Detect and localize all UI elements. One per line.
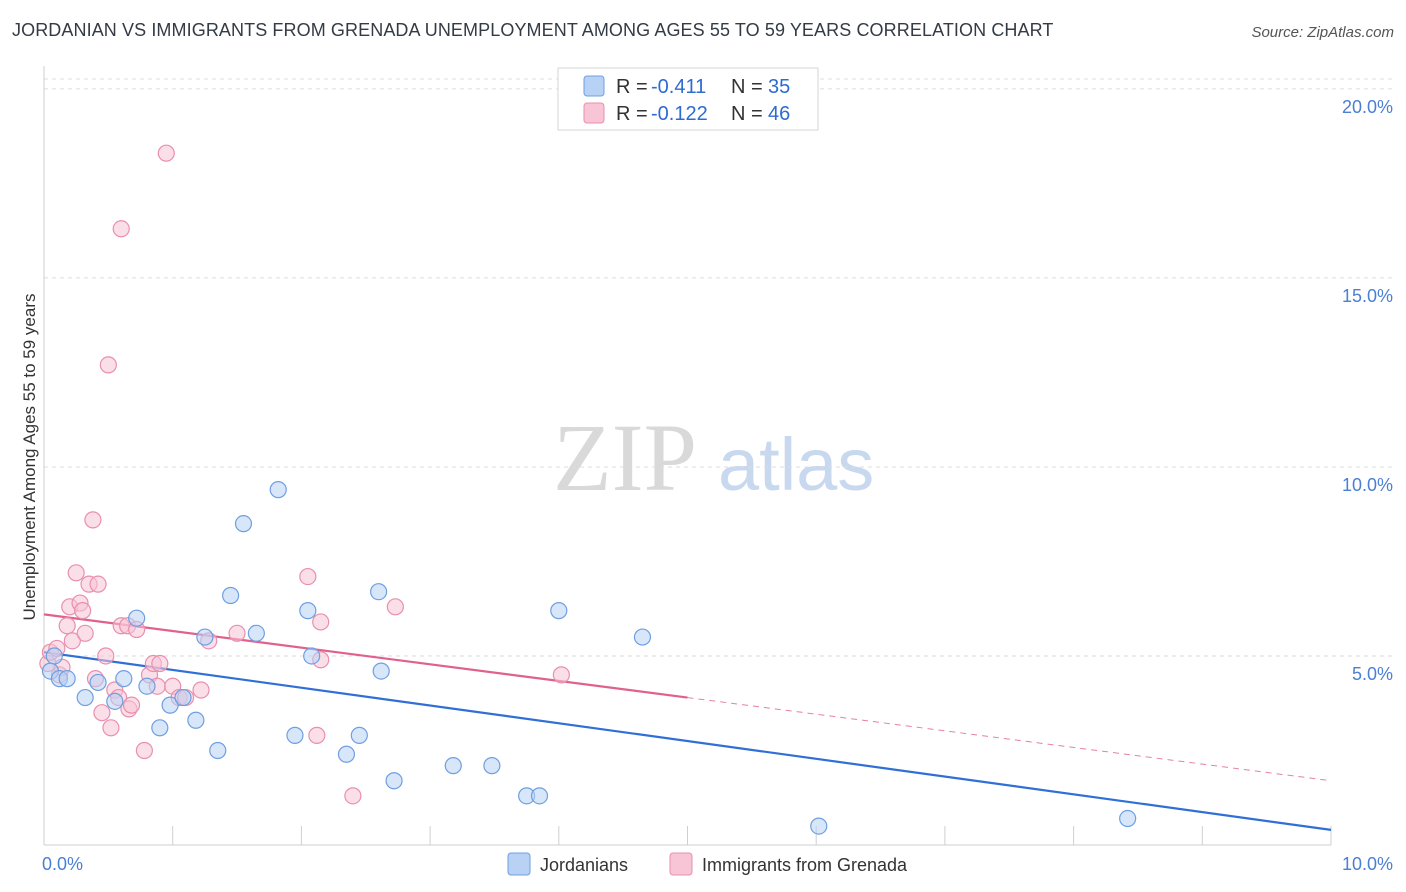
point-grenada	[76, 624, 94, 642]
point-jordanians	[385, 772, 403, 790]
point-jordanians	[128, 609, 146, 627]
y-tick-label: 15.0%	[1342, 286, 1393, 306]
y-axis-label: Unemployment Among Ages 55 to 59 years	[20, 294, 39, 621]
legend: R = -0.411 N = 35 R = -0.122 N = 46	[557, 67, 819, 131]
point-jordanians	[810, 817, 828, 835]
trend-line-jordanians	[43, 651, 1332, 831]
point-grenada	[308, 726, 326, 744]
point-grenada	[89, 575, 107, 593]
point-jordanians	[372, 662, 390, 680]
point-jordanians	[530, 787, 549, 805]
legend-r-value-2: -0.122	[651, 103, 708, 125]
legend-swatch-grenada	[583, 102, 605, 124]
point-jordanians	[234, 515, 253, 533]
point-grenada	[58, 617, 76, 635]
watermark-zip: ZIP	[553, 404, 697, 511]
point-grenada	[67, 564, 85, 582]
y-tick-label: 5.0%	[1352, 664, 1393, 684]
point-grenada	[97, 647, 115, 665]
point-jordanians	[106, 692, 124, 710]
gridlines	[44, 78, 1395, 657]
x-tick-label: 10.0%	[1342, 854, 1393, 874]
point-jordanians	[174, 688, 192, 707]
point-grenada	[552, 666, 570, 684]
series-legend: Jordanians Immigrants from Grenada	[507, 852, 908, 876]
legend-n-value-1: 35	[768, 76, 790, 98]
point-grenada	[135, 741, 153, 760]
point-grenada	[157, 144, 175, 162]
point-jordanians	[633, 628, 652, 646]
x-tick-label: 0.0%	[42, 854, 83, 874]
legend-swatch-jordanians	[583, 75, 605, 97]
legend-r-label-2: R =	[616, 103, 648, 125]
point-jordanians	[444, 757, 462, 775]
y-tick-labels: 5.0% 10.0% 15.0% 20.0%	[1342, 97, 1393, 684]
point-jordanians	[269, 481, 287, 499]
y-tick-label: 20.0%	[1342, 97, 1393, 117]
point-grenada	[63, 632, 81, 650]
point-jordanians	[550, 602, 568, 620]
point-jordanians	[58, 670, 76, 688]
legend-n-label-2: N =	[731, 103, 763, 125]
point-jordanians	[337, 745, 356, 763]
legend-r-label-1: R =	[616, 76, 648, 98]
point-jordanians	[483, 757, 501, 775]
point-grenada	[112, 220, 130, 238]
point-jordanians	[76, 688, 94, 707]
y-tick-label: 10.0%	[1342, 475, 1393, 495]
trend-lines	[43, 613, 1332, 831]
point-jordanians	[1119, 809, 1137, 828]
point-jordanians	[45, 647, 63, 665]
point-grenada	[299, 567, 317, 586]
series-label-grenada: Immigrants from Grenada	[702, 855, 908, 875]
point-grenada	[99, 356, 117, 374]
x-tick-labels: 0.0% 10.0%	[42, 854, 1393, 874]
point-grenada	[84, 511, 102, 529]
point-jordanians	[286, 726, 304, 744]
legend-n-label-1: N =	[731, 76, 763, 98]
point-grenada	[74, 602, 92, 620]
point-jordanians	[303, 647, 321, 665]
watermark: ZIP atlas	[553, 404, 874, 511]
point-jordanians	[115, 670, 133, 688]
legend-n-value-2: 46	[768, 103, 790, 125]
series-label-jordanians: Jordanians	[540, 855, 628, 875]
point-jordanians	[187, 711, 205, 729]
trend-line-grenada	[43, 613, 688, 699]
point-jordanians	[222, 586, 240, 605]
point-jordanians	[209, 741, 227, 760]
source-label: Source: ZipAtlas.com	[1251, 24, 1394, 41]
point-grenada	[312, 613, 330, 631]
point-jordanians	[89, 673, 107, 692]
point-grenada	[122, 696, 141, 714]
legend-r-value-1: -0.411	[651, 76, 706, 98]
point-jordanians	[350, 726, 368, 744]
point-jordanians	[196, 628, 214, 646]
trend-line-grenada-extension	[687, 697, 1332, 782]
point-grenada	[344, 787, 362, 805]
data-points	[39, 144, 1137, 835]
point-jordanians	[370, 583, 388, 601]
chart-title: JORDANIAN VS IMMIGRANTS FROM GRENADA UNE…	[12, 20, 1054, 40]
point-grenada	[151, 654, 169, 673]
point-grenada	[102, 719, 120, 737]
series-swatch-grenada	[669, 852, 693, 876]
series-swatch-jordanians	[507, 852, 531, 876]
point-jordanians	[299, 602, 317, 620]
point-jordanians	[138, 677, 156, 695]
point-jordanians	[161, 696, 179, 714]
point-grenada	[192, 681, 210, 699]
point-grenada	[93, 704, 111, 722]
point-grenada	[386, 598, 404, 616]
watermark-atlas: atlas	[718, 423, 874, 506]
point-jordanians	[151, 719, 169, 737]
point-jordanians	[247, 624, 265, 642]
point-grenada	[228, 624, 246, 642]
